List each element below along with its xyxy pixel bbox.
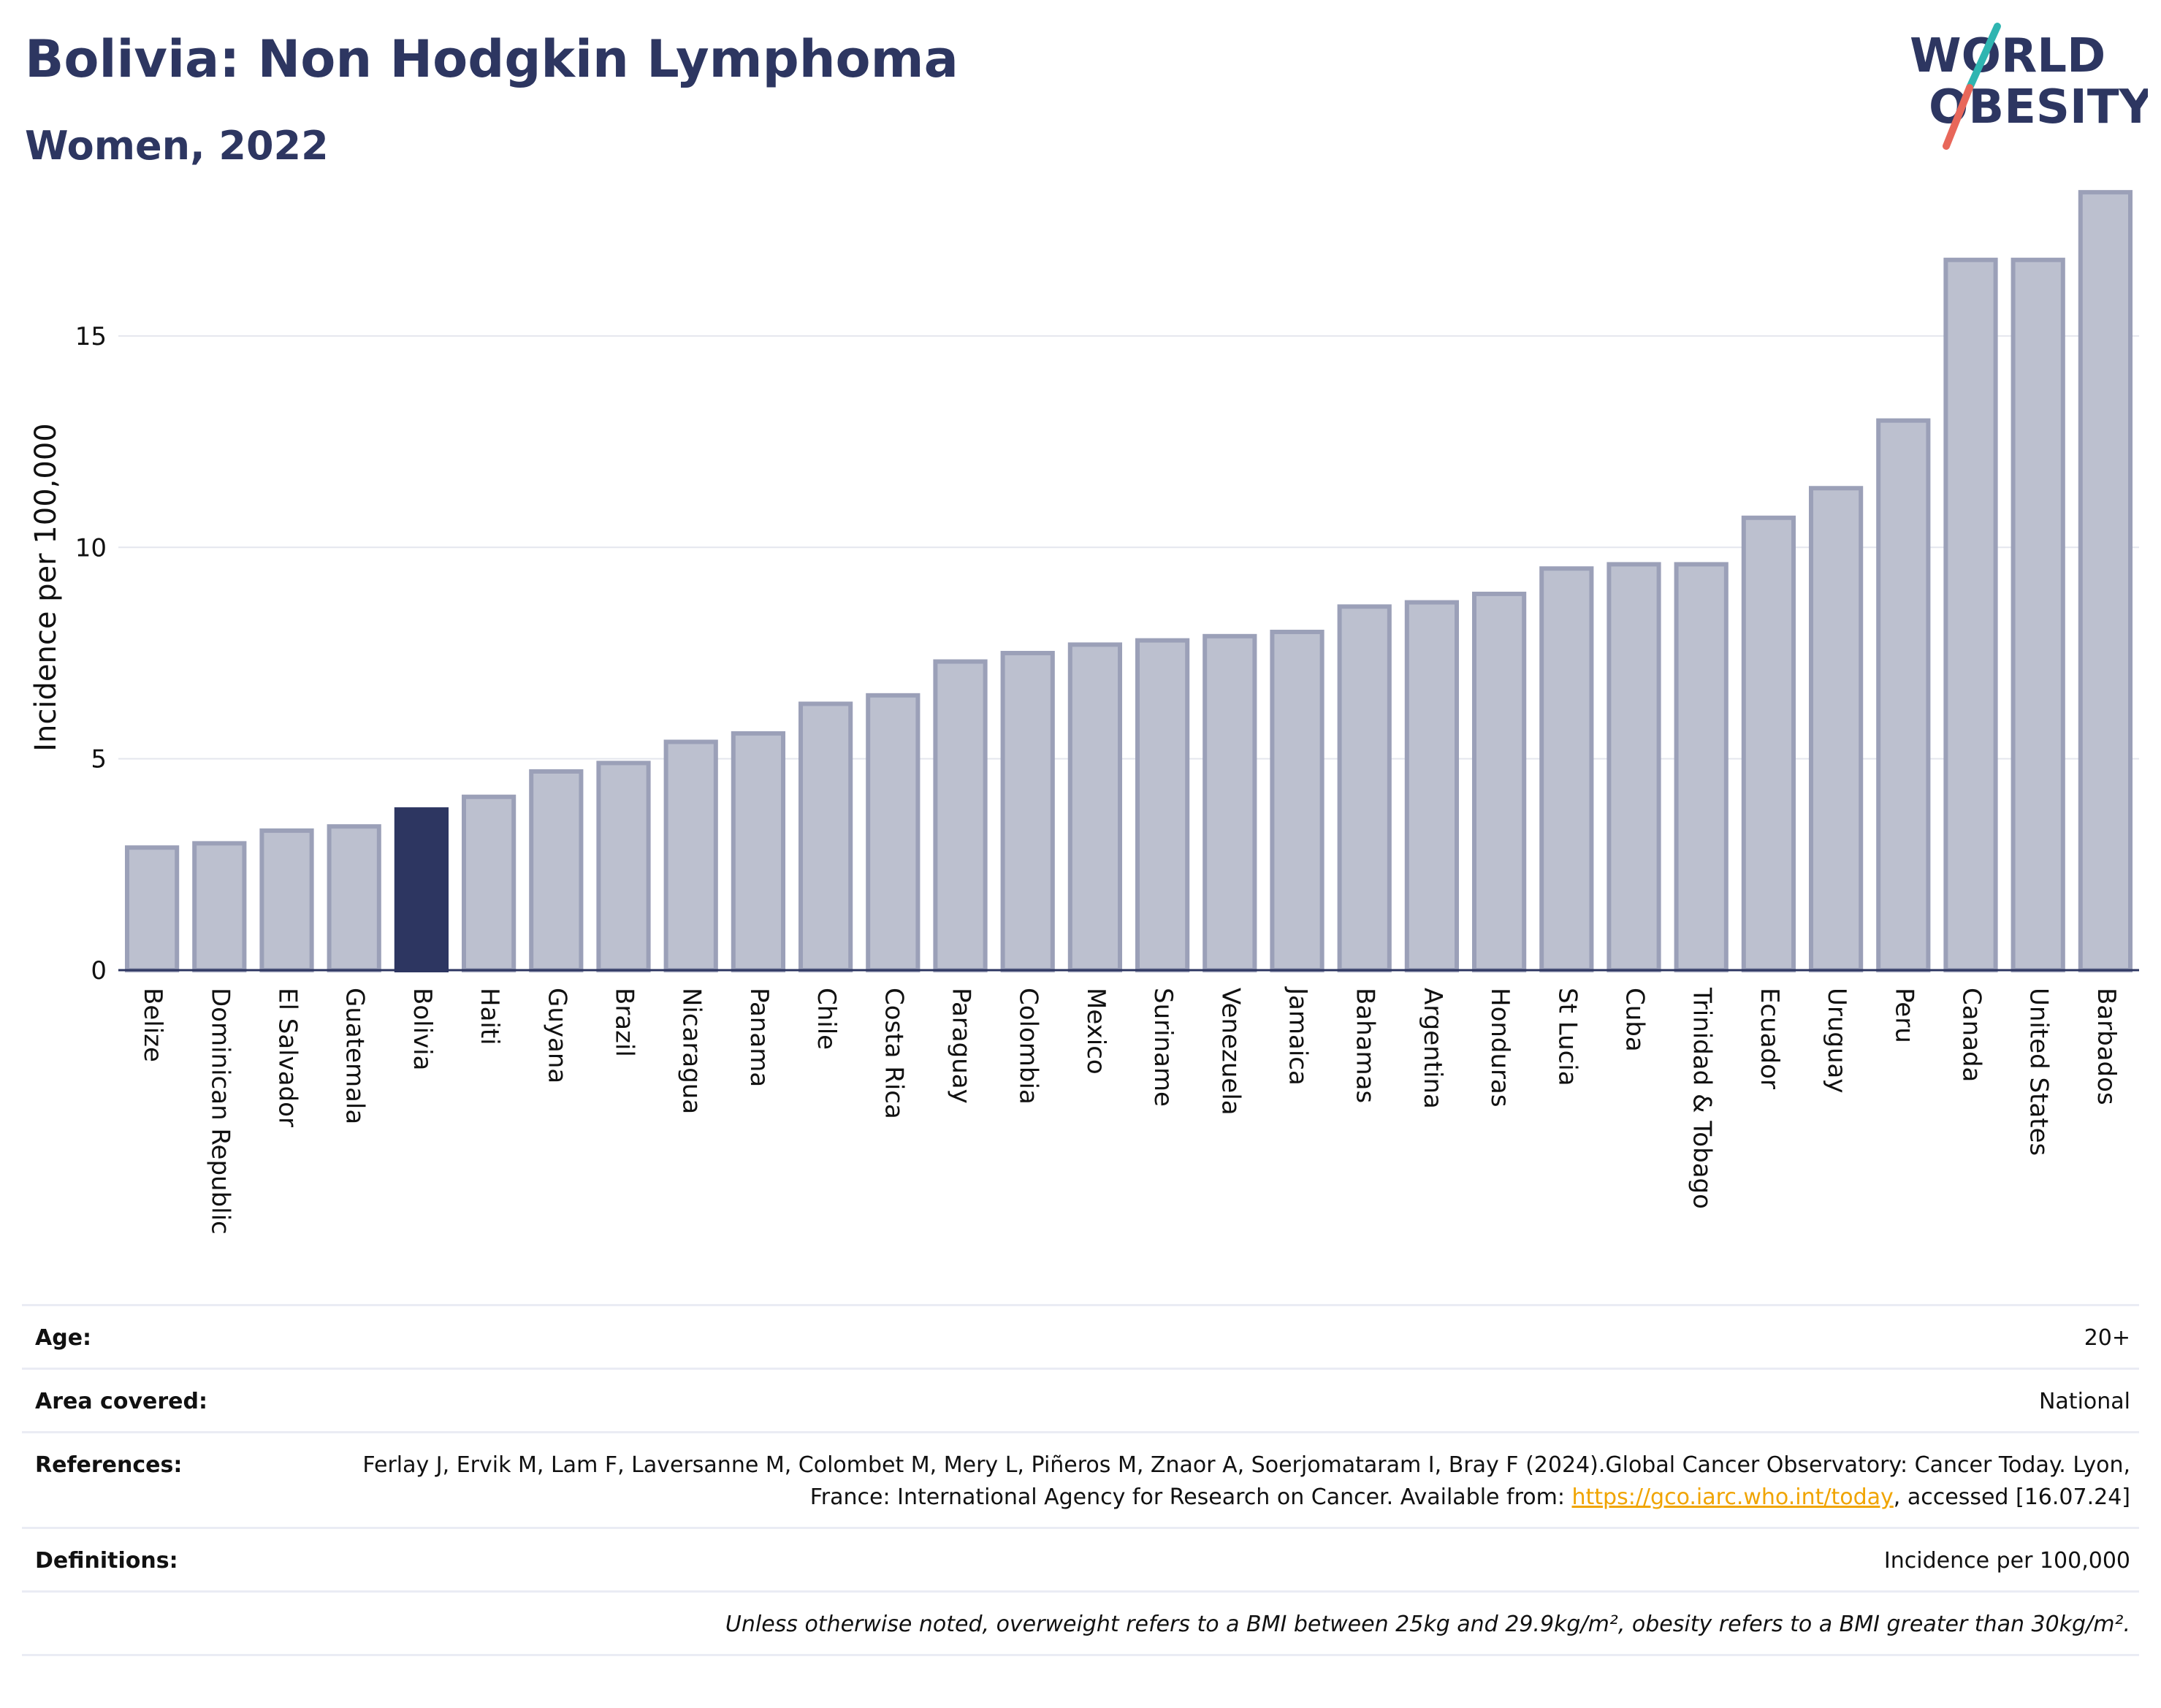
bar-guatemala: [327, 824, 381, 972]
info-table: Age: 20+ Area covered: National Referenc…: [22, 1304, 2139, 1656]
x-tick-label: Venezuela: [1216, 988, 1245, 1116]
y-tick-label: 10: [75, 533, 107, 563]
x-tick-label: Dominican Republic: [205, 988, 235, 1235]
x-tick-label: Trinidad & Tobago: [1688, 987, 1717, 1209]
bar-uruguay: [1808, 486, 1864, 972]
area-row: Area covered: National: [22, 1368, 2139, 1431]
x-tick-label: Brazil: [610, 988, 639, 1057]
bar-brazil: [596, 760, 651, 972]
references-label: References:: [35, 1452, 183, 1478]
x-tick-label: Nicaragua: [677, 988, 706, 1114]
references-row: References: Ferlay J, Ervik M, Lam F, La…: [22, 1431, 2139, 1527]
age-row: Age: 20+: [22, 1304, 2139, 1368]
references-link[interactable]: https://gco.iarc.who.int/today: [1571, 1484, 1894, 1510]
bar-united-states: [2011, 257, 2065, 972]
bar-venezuela: [1203, 633, 1257, 973]
area-value: National: [2038, 1389, 2130, 1414]
area-label: Area covered:: [35, 1389, 207, 1414]
bar-colombia: [1000, 650, 1055, 972]
bar-guyana: [529, 769, 584, 972]
x-tick-label: Costa Rica: [879, 988, 908, 1119]
logo-slash-coral: [1943, 84, 1973, 150]
bar-argentina: [1404, 600, 1460, 972]
bar-mexico: [1067, 642, 1123, 973]
y-axis-title: Incidence per 100,000: [29, 423, 63, 752]
bar-st-lucia: [1539, 566, 1594, 972]
chart-title: Bolivia: Non Hodgkin Lymphoma: [25, 29, 958, 89]
y-tick-label: 5: [91, 745, 107, 774]
world-obesity-logo: WORLD OBESITY: [1910, 23, 2148, 150]
x-axis-ticks: Belize Dominican Republic El Salvador Guate…: [138, 986, 2121, 1235]
references-accessed: , accessed [16.07.24]: [1893, 1484, 2130, 1510]
bar-peru: [1876, 418, 1931, 972]
definitions-value: Incidence per 100,000: [1883, 1548, 2130, 1574]
x-tick-label: Haiti: [475, 988, 504, 1045]
x-tick-label: Jamaica: [1284, 986, 1313, 1086]
bar-nicaragua: [663, 739, 718, 973]
x-tick-label: Bolivia: [408, 988, 437, 1070]
bar-costa-rica: [866, 693, 921, 972]
gridlines: [118, 335, 2139, 760]
bar-canada: [1943, 257, 1998, 972]
logo-text-world: WORLD: [1910, 29, 2105, 83]
bar-cuba: [1607, 562, 1661, 972]
definitions-label: Definitions:: [35, 1548, 178, 1574]
x-tick-label: Ecuador: [1755, 988, 1784, 1089]
x-tick-label: Canada: [1957, 988, 1986, 1082]
x-tick-label: El Salvador: [273, 988, 302, 1127]
chart-subtitle: Women, 2022: [25, 123, 329, 169]
bar-jamaica: [1270, 630, 1325, 973]
bar-el-salvador: [259, 828, 314, 972]
references-value: Ferlay J, Ervik M, Lam F, Laversanne M, …: [289, 1449, 2130, 1514]
x-tick-label: St Lucia: [1552, 988, 1582, 1086]
x-tick-label: Suriname: [1148, 988, 1178, 1107]
bar-chile: [798, 701, 853, 972]
bar-panama: [731, 731, 786, 973]
x-tick-label: United States: [2024, 988, 2054, 1156]
x-tick-label: Cuba: [1620, 988, 1650, 1052]
y-tick-label: 15: [75, 322, 107, 351]
bar-paraguay: [933, 659, 988, 972]
bar-chart: 0 5 10 15 Belize Dominican Republic El Salvad…: [29, 190, 2139, 1235]
logo-slash-teal: [1966, 23, 2001, 91]
x-tick-label: Chile: [812, 988, 841, 1050]
bar-suriname: [1135, 638, 1190, 973]
bar-haiti: [461, 794, 517, 972]
x-tick-label: Colombia: [1014, 988, 1043, 1105]
bar-bahamas: [1337, 604, 1392, 972]
x-tick-label: Argentina: [1418, 988, 1447, 1109]
bar-honduras: [1471, 591, 1527, 972]
bar-trinidad-tobago: [1674, 562, 1729, 972]
references-text: Ferlay J, Ervik M, Lam F, Laversanne M, …: [362, 1452, 2130, 1510]
definitions-row: Definitions: Incidence per 100,000: [22, 1527, 2139, 1590]
x-tick-label: Belize: [138, 988, 167, 1062]
x-tick-label: Bahamas: [1351, 988, 1380, 1103]
age-label: Age:: [35, 1325, 92, 1351]
y-axis-ticks: 0 5 10 15: [75, 322, 107, 985]
x-tick-label: Barbados: [2092, 988, 2121, 1105]
note-row: Unless otherwise noted, overweight refer…: [22, 1590, 2139, 1656]
bmi-note: Unless otherwise noted, overweight refer…: [725, 1612, 2130, 1637]
bars: [118, 190, 2139, 973]
x-tick-label: Uruguay: [1822, 988, 1851, 1094]
x-tick-label: Guatemala: [340, 988, 370, 1124]
bar-ecuador: [1741, 515, 1796, 972]
x-tick-label: Paraguay: [947, 988, 976, 1104]
x-tick-label: Honduras: [1485, 988, 1514, 1107]
x-tick-label: Guyana: [542, 988, 571, 1083]
bar-barbados: [2078, 190, 2133, 972]
x-tick-label: Panama: [744, 988, 774, 1087]
bar-belize: [124, 845, 180, 972]
x-tick-label: Peru: [1889, 988, 1918, 1043]
y-tick-label: 0: [91, 956, 107, 985]
x-tick-label: Mexico: [1081, 988, 1110, 1075]
bar-bolivia: [394, 807, 449, 972]
bar-dominican-republic: [192, 841, 247, 972]
age-value: 20+: [2084, 1325, 2130, 1351]
